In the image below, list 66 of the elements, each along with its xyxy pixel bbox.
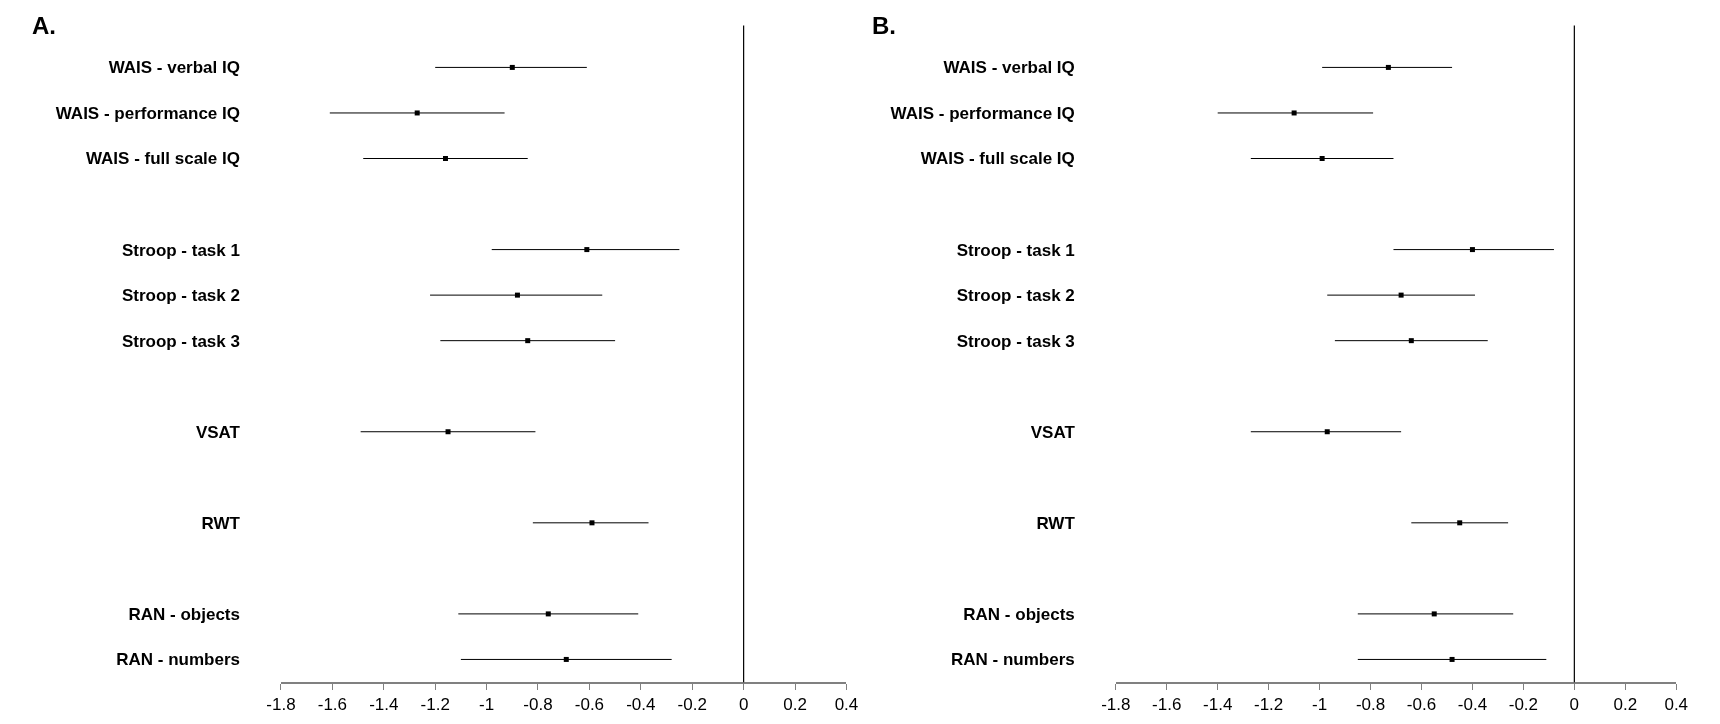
point: [563, 656, 569, 662]
point: [584, 247, 590, 253]
text: B.: [872, 12, 896, 39]
y-tick-label: VSAT: [1030, 422, 1076, 442]
y-tick-label: RAN - objects: [128, 604, 240, 624]
x-tick-label: 0.2: [783, 695, 807, 715]
y-tick-label: RAN - numbers: [951, 650, 1075, 670]
point: [445, 429, 451, 435]
y-tick-label: WAIS - full scale IQ: [85, 149, 240, 169]
x-tick-label: -1.6: [317, 695, 348, 715]
x-tick-label: -1: [1312, 695, 1328, 715]
point: [1408, 338, 1414, 344]
x-tick-label: -1.8: [266, 695, 296, 715]
y-tick-label: WAIS - verbal IQ: [943, 58, 1075, 78]
point: [589, 520, 595, 526]
x-tick-label: -1.4: [1203, 695, 1233, 715]
y-tick-label: Stroop - task 2: [956, 286, 1075, 306]
point: [1398, 292, 1404, 298]
point: [1431, 611, 1437, 617]
y-tick-label: RWT: [201, 513, 241, 533]
x-tick-label: 0.2: [1613, 695, 1638, 715]
y-tick-label: WAIS - verbal IQ: [108, 58, 240, 78]
point: [442, 156, 448, 161]
y-tick-label: Stroop - task 3: [956, 331, 1075, 351]
y-tick-label: Stroop - task 3: [121, 331, 240, 351]
point: [1291, 110, 1297, 116]
y-tick-label: WAIS - full scale IQ: [920, 149, 1075, 169]
x-tick-label: -0.4: [626, 695, 656, 715]
y-tick-label: WAIS - performance IQ: [890, 103, 1075, 123]
point: [1457, 520, 1463, 526]
x-tick-label: 0: [1569, 695, 1580, 715]
point: [545, 611, 551, 617]
x-tick-label: 0.4: [1664, 695, 1689, 715]
y-tick-label: RAN - numbers: [116, 650, 240, 670]
x-tick-label: -1.6: [1152, 695, 1182, 715]
x-tick-label: -1.4: [369, 695, 399, 715]
x-tick-label: 0.4: [834, 695, 859, 715]
point: [1324, 429, 1330, 435]
y-tick-label: Stroop - task 1: [956, 240, 1075, 260]
x-tick-label: -1.8: [1101, 695, 1131, 715]
point: [1469, 247, 1475, 253]
x-tick-label: -1.2: [420, 695, 450, 715]
x-tick-label: -0.6: [574, 695, 605, 715]
y-tick-label: WAIS - performance IQ: [55, 103, 240, 123]
point: [1385, 64, 1391, 70]
x-tick-label: -0.2: [677, 695, 707, 715]
y-tick-label: Stroop - task 2: [121, 286, 240, 306]
point: [1319, 156, 1325, 161]
x-tick-label: 0: [738, 695, 749, 715]
x-tick-label: -0.4: [1457, 695, 1488, 715]
y-tick-label: Stroop - task 1: [121, 240, 240, 260]
y-tick-label: VSAT: [195, 422, 241, 442]
point: [1449, 656, 1455, 662]
y-tick-label: RWT: [1036, 513, 1076, 533]
x-tick-label: -0.6: [1406, 695, 1437, 715]
x-tick-label: -0.2: [1508, 695, 1539, 715]
x-tick-label: -0.8: [523, 695, 553, 715]
point: [525, 338, 531, 344]
x-tick-label: -1: [479, 695, 495, 715]
x-tick-label: -0.8: [1355, 695, 1386, 715]
point: [514, 292, 520, 298]
x-tick-label: -1.2: [1254, 695, 1284, 715]
point: [414, 110, 420, 116]
y-tick-label: RAN - objects: [963, 604, 1075, 624]
point: [509, 64, 515, 70]
text: A.: [32, 12, 56, 39]
